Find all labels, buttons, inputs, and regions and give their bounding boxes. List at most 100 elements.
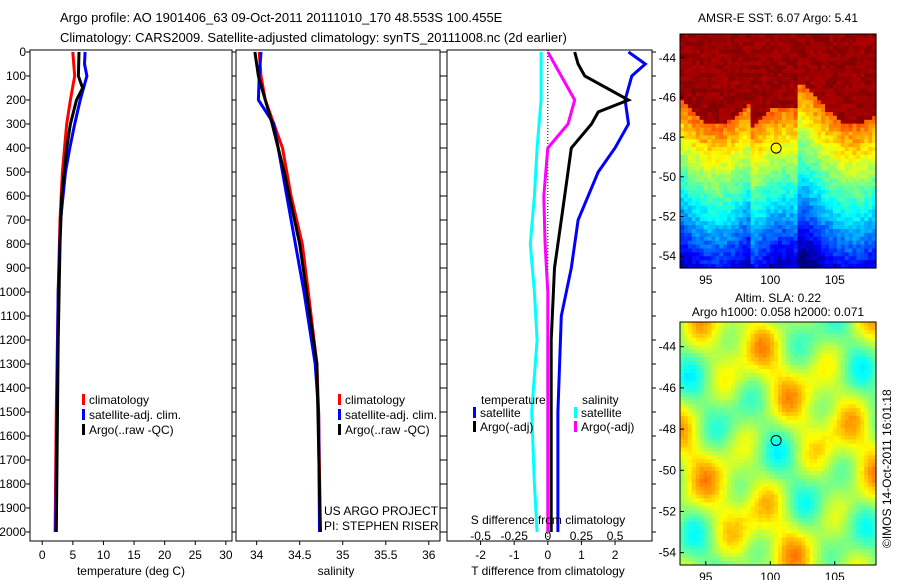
map-cell	[778, 325, 783, 331]
map-cell	[691, 104, 697, 109]
map-cell	[797, 135, 803, 140]
map-cell	[840, 53, 846, 58]
map-cell	[844, 65, 850, 70]
map-cell	[821, 376, 826, 382]
map-cell	[754, 357, 759, 362]
map-cell	[699, 96, 705, 101]
map-cell	[695, 337, 701, 343]
map-cell	[848, 325, 854, 331]
map-cell	[860, 380, 865, 386]
map-cell	[699, 135, 705, 140]
map-cell	[742, 225, 748, 230]
map-lon-label: 100	[760, 273, 780, 287]
map-cell	[793, 61, 799, 66]
map-cell	[864, 193, 869, 199]
map-cell	[793, 345, 799, 351]
map-cell	[723, 41, 728, 47]
map-cell	[836, 423, 842, 429]
map-cell	[691, 65, 697, 70]
map-cell	[793, 451, 799, 456]
map-cell	[727, 372, 732, 378]
map-cell	[730, 158, 736, 164]
map-cell	[727, 178, 732, 183]
map-cell	[856, 84, 861, 90]
map-cell	[719, 229, 724, 234]
map-cell	[793, 45, 799, 51]
map-cell	[774, 341, 779, 347]
map-cell	[742, 447, 748, 452]
map-cell	[864, 139, 869, 144]
map-cell	[766, 154, 771, 160]
map-cell	[793, 349, 799, 354]
map-cell	[711, 166, 716, 172]
map-cell	[793, 264, 799, 269]
map-cell	[750, 65, 756, 70]
map-cell	[687, 322, 693, 327]
map-cell	[793, 65, 799, 70]
map-cell	[872, 240, 877, 246]
map-cell	[758, 451, 763, 456]
map-cell	[746, 447, 752, 452]
map-cell	[801, 123, 807, 129]
map-cell	[860, 174, 865, 179]
map-cell	[715, 92, 720, 97]
map-cell	[703, 408, 709, 413]
map-cell	[828, 108, 834, 113]
map-cell	[856, 45, 861, 51]
map-cell	[742, 135, 748, 140]
map-cell	[832, 380, 838, 386]
map-cell	[758, 139, 763, 144]
map-cell	[821, 416, 826, 421]
map-cell	[711, 53, 716, 58]
map-cell	[852, 400, 857, 405]
map-cell	[754, 365, 759, 370]
map-cell	[699, 217, 705, 222]
map-cell	[821, 388, 826, 394]
map-cell	[734, 435, 740, 441]
map-cell	[789, 174, 795, 179]
map-cell	[797, 96, 803, 101]
map-cell	[691, 225, 697, 230]
map-cell	[781, 143, 787, 148]
map-cell	[801, 353, 807, 358]
map-cell	[813, 404, 818, 409]
map-cell	[805, 186, 810, 191]
map-cell	[707, 221, 712, 226]
map-cell	[680, 427, 685, 433]
map-cell	[817, 229, 822, 234]
map-cell	[817, 201, 822, 207]
map-cell	[734, 256, 740, 261]
map-cell	[711, 112, 716, 117]
map-cell	[836, 170, 842, 175]
map-cell	[758, 455, 763, 460]
map-cell	[687, 447, 693, 452]
map-cell	[840, 431, 846, 437]
map-cell	[828, 256, 834, 261]
map-cell	[801, 37, 807, 43]
map-cell	[852, 197, 857, 203]
map-cell	[832, 115, 838, 121]
map-cell	[715, 53, 720, 58]
map-cell	[711, 431, 716, 437]
map-cell	[868, 166, 873, 172]
map-cell	[821, 154, 826, 160]
map-cell	[770, 392, 775, 398]
map-cell	[805, 201, 810, 207]
map-cell	[836, 65, 842, 70]
map-cell	[687, 396, 693, 401]
map-cell	[762, 143, 767, 148]
map-sla_map	[680, 322, 877, 566]
map-cell	[730, 65, 736, 70]
map-cell	[742, 41, 748, 47]
map-cell	[836, 123, 842, 129]
map-cell	[825, 357, 830, 362]
map-cell	[727, 232, 732, 238]
map-cell	[785, 369, 791, 374]
depth-tick-label: 1000	[0, 285, 26, 299]
map-cell	[734, 357, 740, 362]
map-cell	[836, 37, 842, 43]
map-cell	[785, 45, 791, 51]
map-cell	[715, 190, 720, 195]
map-cell	[785, 341, 791, 347]
map-cell	[758, 333, 763, 339]
